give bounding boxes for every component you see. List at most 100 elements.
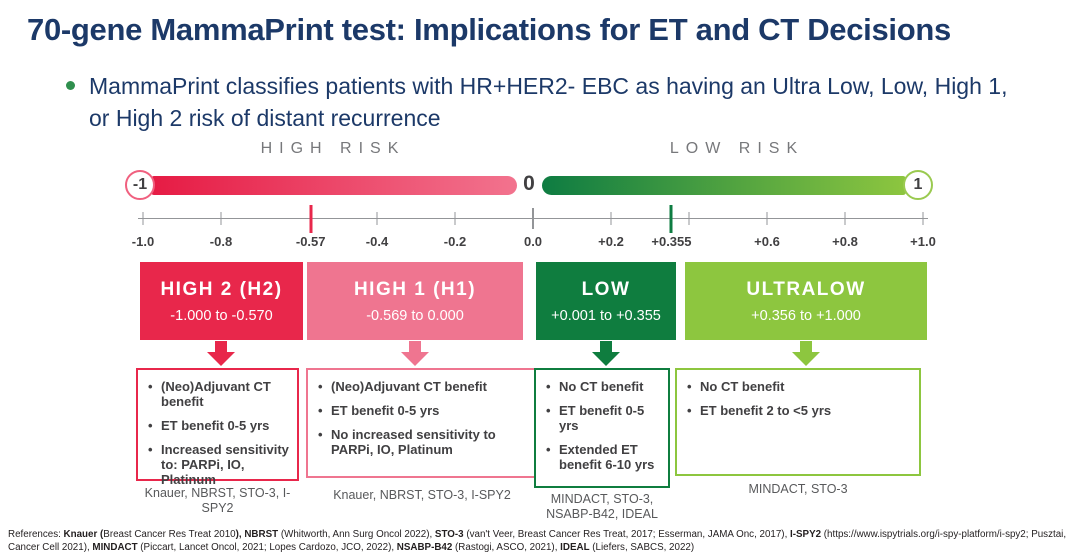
tick-label: +1.0 [910,234,936,249]
category-range: +0.356 to +1.000 [751,307,861,324]
tick-label: +0.2 [598,234,624,249]
tick-mark [669,205,673,233]
footer-segment: NSABP-B42 [396,542,453,553]
down-arrow-icon [207,341,235,366]
tick-label: +0.8 [832,234,858,249]
tick-label: -0.2 [443,234,467,249]
detail-item: ET benefit 2 to <5 yrs [685,403,913,418]
category-range: -0.569 to 0.000 [366,307,464,324]
category-name: ULTRALOW [746,278,866,300]
category-name: HIGH 1 (H1) [353,278,477,300]
high-risk-gradient-bar [151,176,517,195]
tick-mark [454,212,456,225]
arrow-stem [800,341,812,352]
category-name: HIGH 2 (H2) [160,278,283,300]
detail-list: No CT benefit ET benefit 0-5 yrs Extende… [544,379,662,472]
tick-mark [610,212,612,225]
detail-box-ultralow: No CT benefit ET benefit 2 to <5 yrs [675,368,921,476]
tick-label: 0.0 [523,234,543,249]
arrow-head [792,352,820,366]
category-range: -1.000 to -0.570 [170,307,273,324]
category-box-high2: HIGH 2 (H2) -1.000 to -0.570 [140,262,303,340]
detail-item: Extended ET benefit 6-10 yrs [544,442,662,472]
intro-bullet-text: MammaPrint classifies patients with HR+H… [89,73,1008,131]
footer-segment: (Whitworth, Ann Surg Oncol 2022), [278,529,435,540]
tick-label: +0.355 [651,234,692,249]
high-risk-label: HIGH RISK [260,140,406,157]
footer-segment: I-SPY2 [790,529,822,540]
scale-endpoint-minus-one: -1 [125,170,155,200]
footer-segment: ), [235,529,245,540]
footer-segment: (van't Veer, Breast Cancer Res Treat, 20… [463,529,791,540]
category-range: +0.001 to +0.355 [551,307,661,324]
detail-box-high2: (Neo)Adjuvant CT benefit ET benefit 0-5 … [136,368,299,487]
tick-label: -0.8 [209,234,233,249]
footer-segment: Breast Cancer Res Treat 2010 [103,529,236,540]
footer-segment: (https://www.ispytrials.org/i-spy-platfo… [8,529,1067,553]
detail-item: (Neo)Adjuvant CT benefit [316,379,530,394]
arrow-stem [600,341,612,352]
detail-box-high1: (Neo)Adjuvant CT benefit ET benefit 0-5 … [306,368,538,478]
detail-list: (Neo)Adjuvant CT benefit ET benefit 0-5 … [316,379,530,457]
category-box-low: LOW +0.001 to +0.355 [536,262,676,340]
footer-segment: (Rastogi, ASCO, 2021), [452,542,561,553]
detail-item: ET benefit 0-5 yrs [316,403,530,418]
study-references-high1: Knauer, NBRST, STO-3, I-SPY2 [333,488,511,502]
study-references-low: MINDACT, STO-3, NSABP-B42, IDEAL [546,492,658,521]
footer-segment: References: [8,529,64,540]
detail-item: (Neo)Adjuvant CT benefit [146,379,291,409]
intro-bullet: MammaPrint classifies patients with HR+H… [66,70,1016,134]
arrow-head [401,352,429,366]
tick-mark [844,212,846,225]
tick-mark [922,212,924,225]
footer-segment: Knauer ( [63,529,104,540]
detail-list: No CT benefit ET benefit 2 to <5 yrs [685,379,913,418]
footer-segment: (Piccart, Lancet Oncol, 2021; Lopes Card… [137,542,397,553]
detail-list: (Neo)Adjuvant CT benefit ET benefit 0-5 … [146,379,291,487]
study-references-high2: Knauer, NBRST, STO-3, I-SPY2 [144,486,291,515]
low-risk-gradient-bar [542,176,906,195]
category-name: LOW [581,278,631,300]
tick-label: -0.57 [295,234,326,249]
arrow-stem [409,341,421,352]
footer-segment: MINDACT [92,542,138,553]
footer-segment: STO-3 [434,529,464,540]
down-arrow-icon [401,341,429,366]
footer-segment: (Liefers, SABCS, 2022) [589,542,695,553]
detail-item: No CT benefit [544,379,662,394]
tick-label: -1.0 [131,234,155,249]
arrow-head [592,352,620,366]
bullet-dot-icon [66,81,75,90]
axis: -1.0 -0.8 -0.57 -0.4 -0.2 0.0 +0.2 +0.35… [132,205,936,253]
tick-mark [376,212,378,225]
arrow-stem [215,341,227,352]
scale-midpoint-zero: 0 [523,172,535,195]
detail-item: ET benefit 0-5 yrs [544,403,662,433]
detail-box-low: No CT benefit ET benefit 0-5 yrs Extende… [534,368,670,488]
detail-item: Increased sensitivity to: PARPi, IO, Pla… [146,442,291,487]
study-references-ultralow: MINDACT, STO-3 [748,482,848,496]
down-arrow-icon [592,341,620,366]
tick-mark [532,208,534,229]
tick-mark [142,212,144,225]
low-risk-label: LOW RISK [669,140,805,157]
tick-label: -0.4 [365,234,389,249]
footer-segment: NBRST [244,529,279,540]
down-arrow-icon [792,341,820,366]
footer-segment: IDEAL [560,542,590,553]
tick-mark [688,212,690,225]
detail-item: No CT benefit [685,379,913,394]
tick-mark [220,212,222,225]
tick-mark [766,212,768,225]
tick-label: +0.6 [754,234,780,249]
scale-endpoint-plus-one: 1 [903,170,933,200]
tick-mark [309,205,313,233]
detail-item: ET benefit 0-5 yrs [146,418,291,433]
detail-item: No increased sensitivity to PARPi, IO, P… [316,427,530,457]
category-box-high1: HIGH 1 (H1) -0.569 to 0.000 [307,262,523,340]
references-footer: References: Knauer (Breast Cancer Res Tr… [8,528,1072,554]
slide-title: 70-gene MammaPrint test: Implications fo… [27,12,951,47]
arrow-head [207,352,235,366]
category-box-ultralow: ULTRALOW +0.356 to +1.000 [685,262,927,340]
